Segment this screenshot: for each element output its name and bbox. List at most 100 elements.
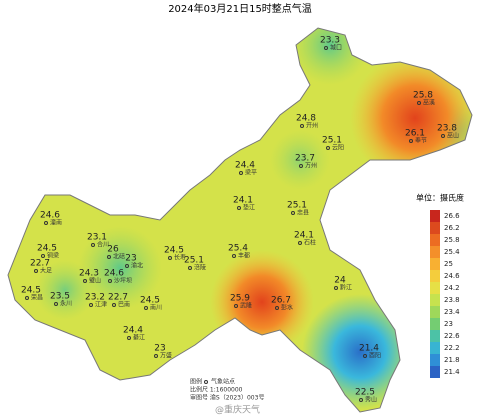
station-dot [239,171,243,175]
station-dot [324,46,328,50]
station-value: 24.5 [21,286,41,296]
station-value: 23.8 [437,124,457,134]
legend-level: 25.8 [444,236,460,244]
station-value: 24.5 [140,296,160,306]
legend-level: 21.4 [444,368,460,376]
station-value: 24.5 [37,244,57,254]
station-name: 渝北 [131,262,143,270]
station-name: 永川 [60,300,72,308]
legend-swatch [430,342,440,354]
station-dot [298,241,302,245]
legend-level: 24.6 [444,272,460,280]
legend-swatch [430,282,440,294]
station-value: 24.4 [235,161,255,171]
legend-level: 25.4 [444,248,460,256]
legend-level: 21.8 [444,356,460,364]
legend-swatch [430,294,440,306]
legend-swatch [430,306,440,318]
legend-level: 23 [444,320,453,328]
station-name: 綦江 [133,334,145,342]
station-name: 万州 [305,163,317,170]
station-dot [34,269,38,273]
station-name: 梁平 [245,169,257,177]
station-value: 26.1 [405,129,425,139]
station-name: 巫山 [447,132,459,140]
station-value: 24.1 [294,231,314,241]
legend-swatch [430,210,440,222]
station-value: 23.2 [85,293,105,303]
station-dot [237,206,241,210]
station-name: 大足 [40,267,52,275]
approval: 审图号 渝S（2023）003号 [190,394,264,402]
station-value: 21.4 [359,344,379,354]
station-name: 黔江 [340,284,352,292]
legend-level: 22.6 [444,332,460,340]
station-dot [91,243,95,247]
station-dot [417,101,421,105]
legend-swatch [430,330,440,342]
station-name: 璧山 [89,277,101,285]
station-value: 24.1 [233,196,253,206]
station-value: 26 [107,245,119,255]
station-dot [127,336,131,340]
station-name: 北碚 [113,253,125,261]
station-name: 石柱 [304,239,316,247]
legend-label: 图例 [190,378,202,386]
station-name: 合川 [97,241,109,249]
station-name: 涪陵 [194,264,206,272]
station-name: 丰都 [238,252,250,260]
legend-level: 23.4 [444,308,460,316]
legend-title: 单位：摄氏度 [416,193,464,203]
station-value: 23.3 [320,36,340,46]
station-dot [154,354,158,358]
legend-level: 23.8 [444,296,460,304]
station-name: 巴南 [118,301,130,309]
legend-swatch [430,222,440,234]
station-dot [54,302,58,306]
station-dot [89,303,93,307]
station-name: 南川 [150,304,162,312]
legend-swatch [430,246,440,258]
station-value: 22.5 [355,388,375,398]
station-name: 忠县 [297,209,309,217]
station-name: 云阳 [332,144,344,152]
station-name: 江津 [95,302,107,309]
station-dot [112,303,116,307]
station-name: 垫江 [243,204,255,212]
station-value: 25.8 [413,91,433,101]
station-name: 奉节 [415,137,427,145]
legend-level: 25 [444,260,453,268]
station-value: 24.5 [164,246,184,256]
legend-level: 24.2 [444,284,460,292]
station-value: 25.1 [184,256,204,266]
station-name: 潼南 [50,219,62,227]
station-value: 24.6 [40,211,60,221]
station-value: 24.8 [296,114,316,124]
station-name: 开州 [306,123,318,130]
station-dot [107,255,111,259]
station-value: 26.7 [271,296,291,306]
legend-level: 22.2 [444,344,460,352]
station-value: 25.1 [322,136,342,146]
station-value: 24.6 [104,269,124,279]
station-dot [326,146,330,150]
station-symbol [204,380,208,384]
station-dot [232,254,236,258]
station-dot [359,398,363,402]
legend-level: 26.6 [444,212,460,220]
legend-swatch [430,366,440,378]
legend-swatch [430,270,440,282]
station-dot [363,354,367,358]
station-name: 荣昌 [31,294,43,302]
station-dot [441,134,445,138]
watermark: @重庆天气 [215,404,260,416]
legend-swatch [430,354,440,366]
station-value: 23.7 [295,154,315,164]
station-dot [44,221,48,225]
station-dot [234,304,238,308]
station-dot [168,256,172,260]
station-dot [291,211,295,215]
legend-swatch [430,258,440,270]
station-name: 巫溪 [423,99,435,107]
